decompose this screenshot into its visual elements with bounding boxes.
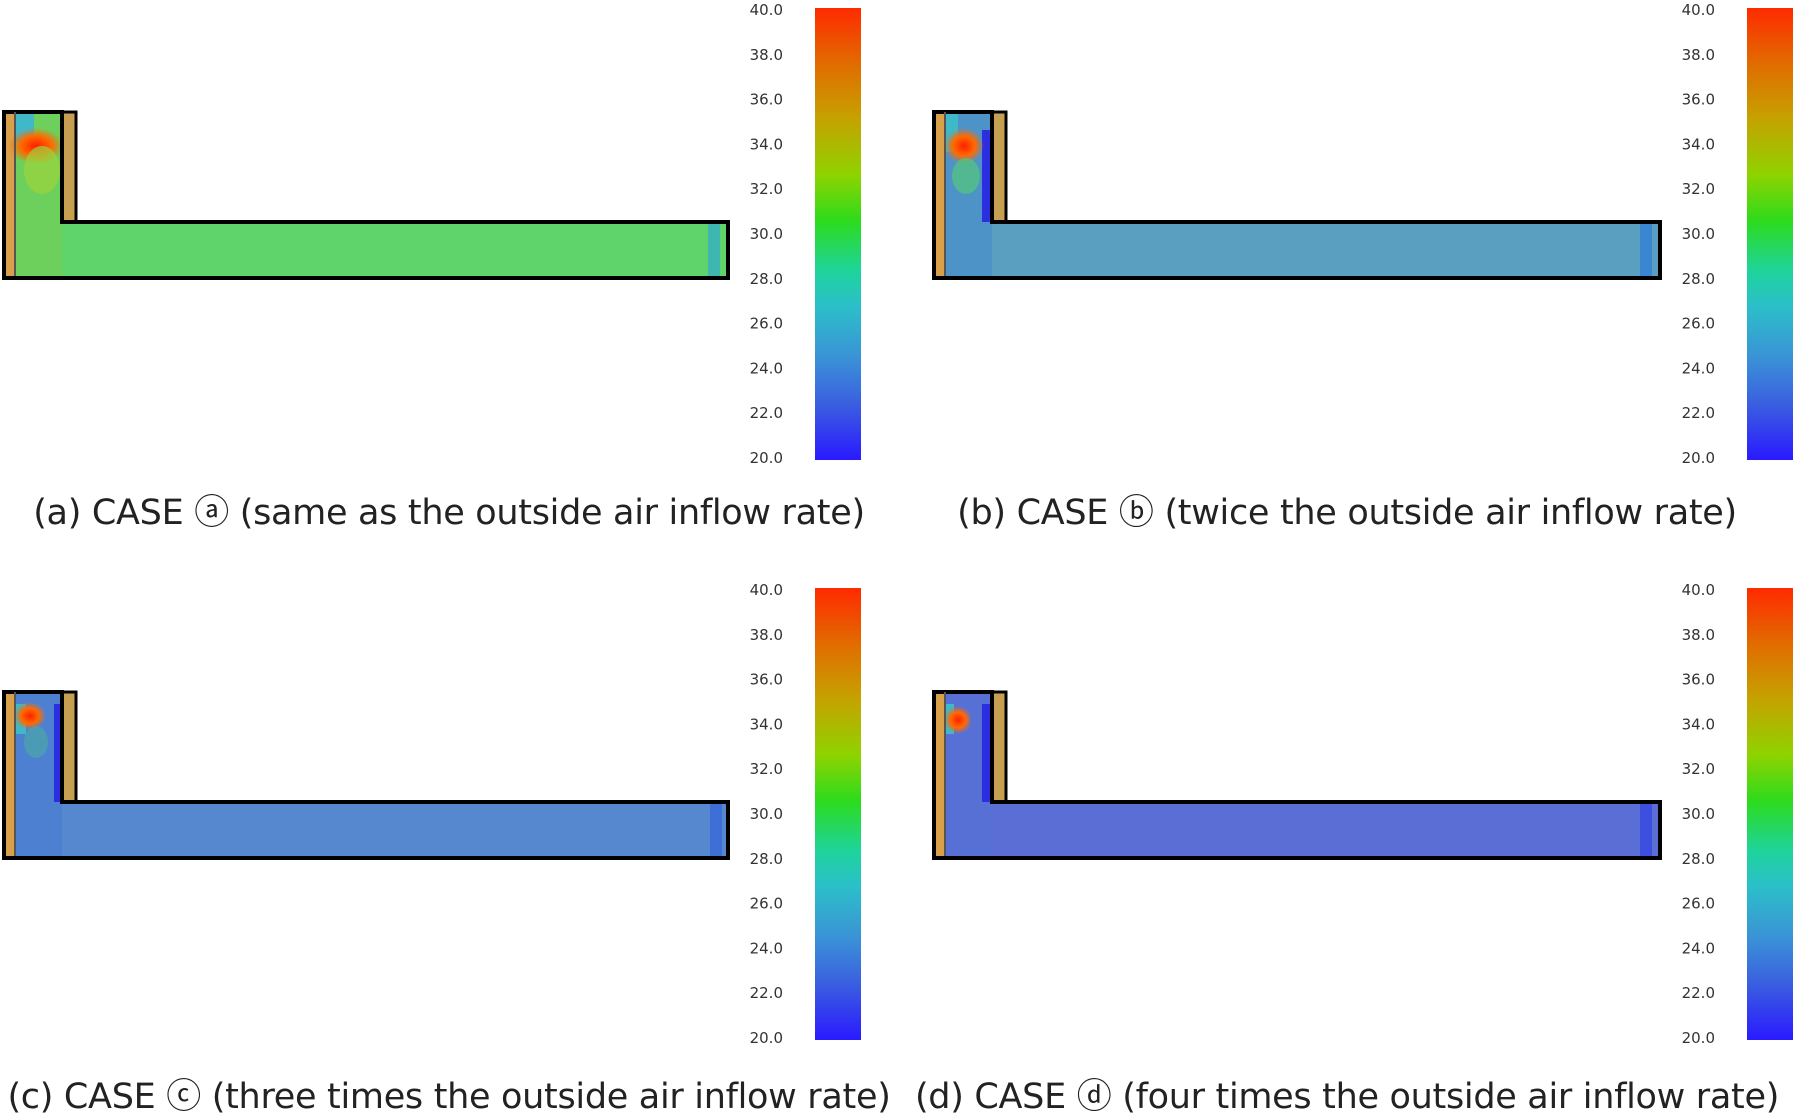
- colorbar-tick-label: 20.0: [750, 1029, 783, 1047]
- corridor-field: [62, 804, 730, 857]
- wall-right: [62, 112, 76, 222]
- wall-left: [934, 112, 944, 277]
- caption-c: (c) CASE ⓒ (three times the outside air …: [7, 1077, 891, 1117]
- caption-a: (a) CASE ⓐ (same as the outside air infl…: [33, 493, 865, 533]
- panel-b: 40.0 38.0 36.0 34.0 32.0 30.0 28.0 26.0 24.0 22.0…: [898, 0, 1796, 554]
- colorbar-tick-label: 24.0: [750, 939, 783, 957]
- colorbar-tick-label: 20.0: [1682, 449, 1715, 467]
- colorbar-tick-label: 24.0: [750, 359, 783, 377]
- temperature-contour-d: 40.0 38.0 36.0 34.0 32.0 30.0 28.0 26.0 24.0 22.0…: [932, 581, 1793, 1047]
- temperature-contour-c: 40.0 38.0 36.0 34.0 32.0 30.0 28.0 26.0 24.0 22.0…: [2, 581, 861, 1047]
- colorbar: [1747, 8, 1793, 460]
- colorbar-tick-label: 32.0: [750, 180, 783, 198]
- panel-a: 40.0 38.0 36.0 34.0 32.0 30.0 28.0 26.0 24.0 22.0…: [0, 0, 898, 554]
- colorbar-tick-label: 22.0: [1682, 404, 1715, 422]
- colorbar-tick-label: 22.0: [750, 984, 783, 1002]
- hot-plume: [944, 706, 972, 734]
- cold-strip: [54, 704, 64, 802]
- temperature-contour-b: 40.0 38.0 36.0 34.0 32.0 30.0 28.0 26.0 24.0 22.0…: [932, 1, 1793, 467]
- colorbar-tick-label: 28.0: [750, 850, 783, 868]
- caption-b: (b) CASE ⓑ (twice the outside air inflow…: [957, 493, 1737, 533]
- colorbar-tick-label: 38.0: [750, 46, 783, 64]
- wall-left: [4, 692, 14, 857]
- wall-right: [62, 692, 76, 802]
- warm-zone: [952, 158, 980, 194]
- colorbar-tick-label: 26.0: [1682, 315, 1715, 333]
- cold-strip: [982, 130, 992, 222]
- colorbar-tick-label: 20.0: [1682, 1029, 1715, 1047]
- colorbar-tick-label: 40.0: [750, 1, 783, 19]
- colorbar: [815, 8, 861, 460]
- wall-left: [4, 112, 14, 277]
- corridor-field: [62, 224, 730, 277]
- colorbar-tick-label: 24.0: [1682, 939, 1715, 957]
- colorbar-tick-label: 38.0: [750, 626, 783, 644]
- colorbar-tick-label: 32.0: [750, 760, 783, 778]
- colorbar-tick-label: 22.0: [1682, 984, 1715, 1002]
- colorbar-tick-label: 34.0: [750, 715, 783, 733]
- colorbar-tick-label: 40.0: [750, 581, 783, 599]
- inner-line: [14, 112, 16, 276]
- wall-outline: [62, 110, 78, 222]
- temperature-contour-a: 40.0 38.0 36.0 34.0 32.0 30.0 28.0 26.0 24.0 22.0…: [2, 1, 861, 467]
- corridor-field: [992, 804, 1660, 857]
- colorbar-tick-label: 26.0: [750, 895, 783, 913]
- end-zone: [1640, 224, 1652, 277]
- caption-d: (d) CASE ⓓ (four times the outside air i…: [914, 1077, 1780, 1117]
- panel-d: 40.0 38.0 36.0 34.0 32.0 30.0 28.0 26.0 24.0 22.0…: [898, 554, 1796, 1117]
- inner-line: [944, 692, 946, 856]
- colorbar-tick-label: 36.0: [750, 671, 783, 689]
- colorbar-tick-label: 28.0: [750, 270, 783, 288]
- wall-right: [992, 112, 1006, 222]
- corridor-field: [992, 224, 1660, 277]
- colorbar-tick-label: 32.0: [1682, 180, 1715, 198]
- colorbar-tick-label: 28.0: [1682, 850, 1715, 868]
- colorbar-tick-label: 26.0: [750, 315, 783, 333]
- wall-outline: [992, 690, 1008, 802]
- inner-line: [944, 112, 946, 276]
- colorbar-tick-label: 36.0: [750, 91, 783, 109]
- end-zone: [708, 224, 720, 277]
- colorbar-tick-label: 40.0: [1682, 581, 1715, 599]
- colorbar-tick-label: 26.0: [1682, 895, 1715, 913]
- colorbar-tick-label: 30.0: [750, 805, 783, 823]
- colorbar-tick-label: 24.0: [1682, 359, 1715, 377]
- wall-left: [934, 692, 944, 857]
- inner-line: [14, 692, 16, 856]
- cold-strip: [982, 704, 992, 802]
- colorbar-tick-label: 40.0: [1682, 1, 1715, 19]
- colorbar-tick-label: 36.0: [1682, 91, 1715, 109]
- colorbar-tick-label: 38.0: [1682, 626, 1715, 644]
- colorbar-tick-label: 28.0: [1682, 270, 1715, 288]
- colorbar-tick-label: 34.0: [750, 135, 783, 153]
- colorbar-tick-label: 22.0: [750, 404, 783, 422]
- hot-plume: [944, 128, 984, 164]
- hot-plume: [14, 702, 46, 730]
- colorbar-tick-label: 30.0: [750, 225, 783, 243]
- wall-outline: [62, 690, 78, 802]
- colorbar: [1747, 588, 1793, 1040]
- colorbar-tick-label: 30.0: [1682, 225, 1715, 243]
- panel-c: 40.0 38.0 36.0 34.0 32.0 30.0 28.0 26.0 24.0 22.0…: [0, 554, 898, 1117]
- colorbar-tick-label: 20.0: [750, 449, 783, 467]
- colorbar-tick-label: 36.0: [1682, 671, 1715, 689]
- warm-zone: [24, 726, 48, 758]
- wall-right: [992, 692, 1006, 802]
- end-zone: [710, 804, 722, 857]
- colorbar-tick-label: 30.0: [1682, 805, 1715, 823]
- warm-zone: [24, 146, 60, 194]
- colorbar-tick-label: 34.0: [1682, 135, 1715, 153]
- colorbar-tick-label: 32.0: [1682, 760, 1715, 778]
- colorbar: [815, 588, 861, 1040]
- end-zone: [1640, 804, 1652, 857]
- wall-outline: [992, 110, 1008, 222]
- colorbar-tick-label: 38.0: [1682, 46, 1715, 64]
- colorbar-tick-label: 34.0: [1682, 715, 1715, 733]
